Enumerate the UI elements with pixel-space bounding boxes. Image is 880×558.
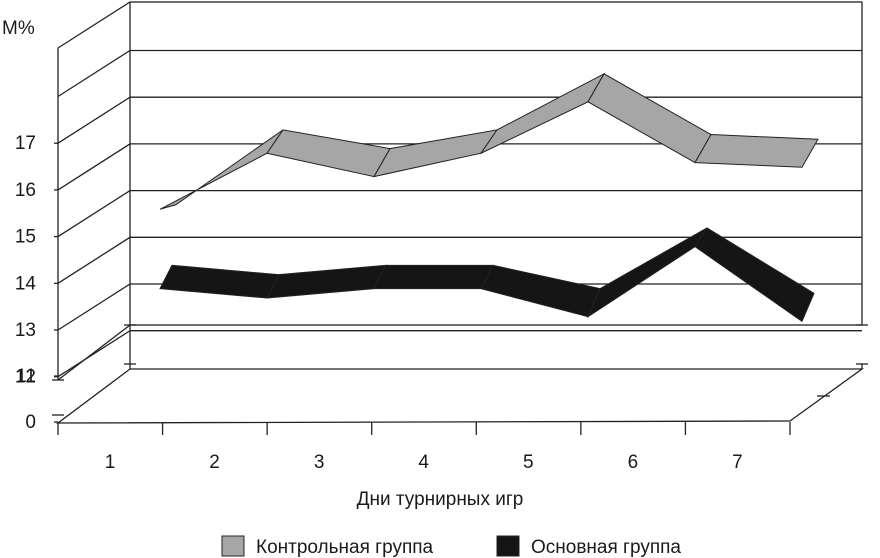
y-tick-label: 13: [15, 320, 36, 341]
x-tick-label: 2: [209, 452, 220, 473]
series-segment: [159, 264, 280, 299]
series-segment: [694, 227, 815, 323]
gridline-left: [57, 96, 131, 144]
gridline-left: [57, 143, 131, 191]
gridline-left: [57, 190, 131, 238]
legend-swatch: [496, 535, 520, 557]
series-2: [159, 227, 815, 323]
back-wall: [129, 1, 863, 326]
left-wall-bottom-edge: [57, 324, 131, 381]
y-tick-label: 14: [15, 273, 37, 294]
gridline-left: [57, 283, 131, 331]
y-tick-label: 17: [15, 133, 36, 154]
y-tick-label: 11: [16, 366, 36, 387]
x-axis-ticks: 1 2 3 4 5 6 7: [57, 422, 791, 473]
y-tick-label: 12: [15, 367, 36, 388]
gridline-left: [57, 330, 131, 378]
series-segment: [266, 129, 391, 178]
x-tick-label: 4: [418, 452, 429, 473]
series-segment: [694, 134, 819, 168]
y-tick-label: 16: [15, 180, 36, 201]
legend-swatch: [221, 535, 245, 557]
x-tick-label: 3: [314, 452, 325, 473]
series-ribbons: [159, 72, 819, 323]
series-segment: [586, 227, 708, 319]
legend: Контрольная группа Основная группа: [221, 535, 681, 558]
x-tick-label: 6: [628, 452, 639, 473]
x-tick-label: 1: [105, 452, 116, 473]
y-tick-label: 15: [15, 227, 36, 248]
y-axis-label: M%: [2, 18, 35, 39]
series-segment: [266, 264, 387, 299]
series-segment: [373, 129, 499, 178]
x-axis-label: Дни турнирных игр: [357, 489, 524, 510]
floor: [56, 368, 865, 424]
gridlines: [57, 49, 862, 378]
series-1: [159, 72, 819, 210]
series-segment: [587, 73, 712, 164]
gridline-left: [57, 49, 131, 98]
series-segment: [480, 264, 601, 318]
y-tick-label: 0: [25, 412, 36, 433]
legend-label: Основная группа: [531, 537, 681, 558]
chart-walls: [52, 1, 868, 424]
x-tick-label: 5: [523, 452, 534, 473]
x-tick-label: 7: [732, 452, 743, 473]
series-segment: [159, 129, 284, 210]
left-wall-top-edge: [57, 1, 131, 49]
series-segment: [479, 72, 606, 155]
series-segment: [373, 264, 494, 290]
gridline-left: [57, 236, 131, 284]
legend-label: Контрольная группа: [256, 537, 434, 558]
